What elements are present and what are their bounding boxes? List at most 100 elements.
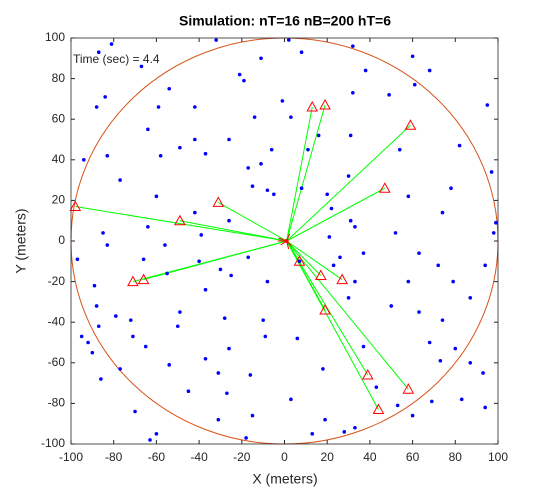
x-tick-label: -20 (233, 450, 251, 464)
point (297, 259, 302, 264)
point (342, 430, 347, 434)
target-marker (372, 403, 385, 414)
point (412, 82, 417, 87)
point (248, 373, 253, 377)
point (163, 243, 167, 247)
point (131, 334, 135, 339)
link-line (286, 240, 409, 390)
point (133, 409, 137, 414)
target-marker (402, 383, 415, 394)
point (489, 170, 494, 174)
point (214, 38, 218, 42)
point (154, 194, 159, 199)
point (101, 231, 105, 235)
link-line (286, 124, 411, 242)
point (280, 99, 285, 103)
point (406, 279, 411, 284)
y-tick-label: 0 (58, 233, 65, 247)
point (86, 340, 90, 345)
point (325, 192, 330, 197)
link-line (286, 240, 343, 280)
point (449, 186, 453, 191)
point (203, 287, 208, 292)
point (453, 346, 458, 351)
point (353, 224, 357, 229)
target-marker (212, 196, 225, 207)
point (118, 178, 122, 182)
point (156, 105, 161, 109)
point (406, 194, 411, 199)
point (128, 318, 133, 322)
target-marker (293, 255, 306, 266)
y-tick-label: 20 (52, 193, 66, 207)
point (387, 93, 391, 97)
point (259, 56, 263, 61)
point (146, 127, 150, 132)
point (310, 432, 315, 436)
annotation: Time (sec) = 4.4 (73, 52, 160, 66)
point (94, 304, 99, 308)
point (261, 318, 265, 322)
point (327, 235, 332, 239)
point (216, 417, 221, 422)
point (316, 133, 321, 138)
point (440, 210, 445, 215)
point (222, 316, 227, 320)
y-tick-label: 40 (52, 152, 66, 166)
target-marker (137, 273, 150, 285)
link-line (286, 104, 326, 242)
y-tick-label: -80 (48, 396, 66, 410)
point (483, 405, 487, 410)
point (250, 413, 255, 418)
y-axis-label: Y (meters) (13, 208, 29, 273)
y-tick-label: -100 (41, 436, 65, 450)
point (193, 105, 197, 109)
point (351, 91, 355, 95)
link-line (75, 205, 287, 242)
target-marker (361, 368, 374, 380)
point (348, 218, 353, 223)
point (468, 361, 473, 365)
point (457, 143, 462, 148)
point (148, 438, 152, 442)
point (451, 279, 455, 284)
center-arrow (286, 240, 290, 250)
point (246, 255, 251, 260)
point (299, 186, 304, 191)
point (90, 350, 95, 355)
point (338, 255, 342, 260)
point (118, 367, 122, 371)
point (263, 334, 268, 339)
point (154, 432, 159, 436)
target-marker (314, 269, 327, 281)
x-tick-label: -60 (148, 450, 166, 464)
target-marker (306, 100, 319, 112)
point (167, 86, 172, 91)
target-marker (127, 275, 139, 287)
point (99, 377, 103, 381)
link-line (218, 201, 287, 242)
point (216, 371, 221, 375)
point (203, 151, 208, 156)
point (395, 403, 400, 408)
point (178, 310, 182, 314)
point (229, 273, 233, 278)
y-tick-label: 80 (52, 71, 66, 85)
point (227, 346, 231, 351)
point (483, 263, 487, 268)
point (193, 137, 197, 142)
point (105, 153, 110, 158)
point (186, 389, 191, 394)
point (361, 251, 366, 255)
target-marker (378, 182, 391, 193)
chart-title: Simulation: nT=16 nB=200 hT=6 (179, 13, 391, 29)
point (393, 231, 398, 235)
target-marker (319, 303, 331, 315)
point (331, 263, 336, 268)
point (351, 44, 355, 48)
point (459, 397, 464, 402)
center-arrow (280, 240, 287, 246)
x-tick-label: 0 (281, 450, 288, 464)
point (389, 304, 394, 308)
